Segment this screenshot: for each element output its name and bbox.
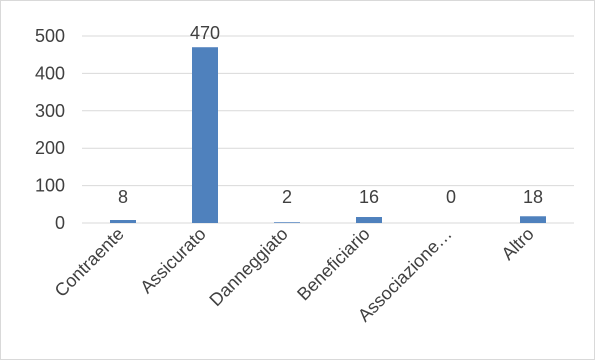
category-label: Contraente (51, 224, 128, 301)
x-axis-categories: Contraente Assicurato Danneggiato Benefi… (51, 224, 538, 326)
y-tick-label: 0 (55, 213, 65, 233)
bar (274, 222, 300, 223)
data-labels: 8 470 2 16 0 18 (118, 23, 543, 207)
y-tick-label: 400 (35, 63, 65, 83)
bar (192, 47, 218, 223)
data-label: 8 (118, 187, 128, 207)
data-label: 18 (523, 187, 543, 207)
y-axis-ticks: 0 100 200 300 400 500 (35, 26, 65, 233)
y-tick-label: 300 (35, 101, 65, 121)
data-label: 16 (359, 187, 379, 207)
category-label: Beneficiario (293, 224, 374, 305)
bar (110, 220, 136, 223)
category-label: Assicurato (136, 224, 210, 298)
y-tick-label: 100 (35, 176, 65, 196)
data-label: 470 (190, 23, 220, 43)
grid-layer (82, 35, 574, 224)
bar (356, 217, 382, 223)
y-tick-label: 500 (35, 26, 65, 46)
bar (520, 216, 546, 223)
bars (110, 47, 546, 223)
data-label: 0 (446, 187, 456, 207)
category-label: Altro (498, 224, 538, 264)
data-label: 2 (282, 187, 292, 207)
category-label: Danneggiato (205, 224, 291, 310)
y-tick-label: 200 (35, 138, 65, 158)
